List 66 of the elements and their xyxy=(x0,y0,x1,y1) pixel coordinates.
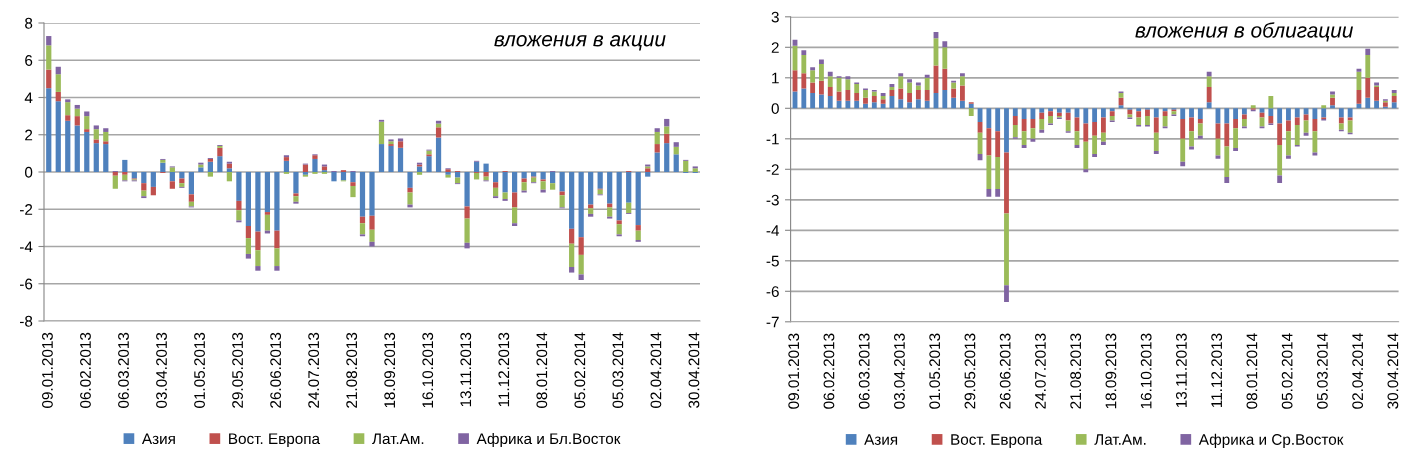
x-tick-label: 29.05.2013 xyxy=(232,332,243,408)
x-tick-label: 11.12.2013 xyxy=(1211,333,1223,408)
x-tick-label: 24.07.2013 xyxy=(308,332,320,408)
y-tick-label: 2 xyxy=(771,42,779,53)
x-tick-label: 16.10.2013 xyxy=(422,332,434,408)
y-tick-label: -7 xyxy=(766,316,779,328)
x-tick-label: 06.02.2013 xyxy=(823,333,835,409)
x-tick-label: 30.04.2014 xyxy=(1387,333,1399,409)
x-tick-label: 29.05.2013 xyxy=(964,333,976,409)
x-tick-label: 05.03.2014 xyxy=(612,332,624,408)
x-tick-label: 06.03.2013 xyxy=(858,333,870,409)
x-tick-label: 13.11.2013 xyxy=(460,332,472,407)
x-tick-label: 21.08.2013 xyxy=(346,332,358,408)
y-tick-label: -1 xyxy=(766,133,779,145)
y-tick-label: -6 xyxy=(19,278,33,290)
x-tick-label: 01.05.2013 xyxy=(194,332,205,408)
chart-title: вложения в облигации xyxy=(1135,22,1353,42)
x-tick-label: 05.02.2014 xyxy=(574,332,586,408)
x-tick-label: 18.09.2013 xyxy=(1105,333,1117,409)
x-tick-label: 26.06.2013 xyxy=(999,333,1011,409)
y-tick-label: -4 xyxy=(19,241,33,253)
legend-label: Лат.Ам. xyxy=(1094,434,1146,445)
legend-label: Вост. Европа xyxy=(951,434,1043,448)
y-tick-label: -3 xyxy=(766,194,779,206)
y-tick-label: 6 xyxy=(25,55,33,66)
x-tick-label: 06.02.2013 xyxy=(80,332,91,408)
x-tick-label: 21.08.2013 xyxy=(1070,333,1082,409)
y-tick-label: -4 xyxy=(766,225,780,236)
y-tick-label: -5 xyxy=(766,255,779,267)
chart-title: вложения в акции xyxy=(494,35,666,51)
x-tick-label: 16.10.2013 xyxy=(1140,333,1152,409)
x-tick-label: 08.01.2014 xyxy=(1246,333,1258,409)
legend-label: Африка и Бл.Восток xyxy=(476,432,621,448)
y-tick-label: 2 xyxy=(25,129,33,141)
y-tick-label: -8 xyxy=(19,315,33,327)
x-tick-label: 06.03.2013 xyxy=(118,332,129,408)
y-tick-label: -2 xyxy=(766,164,779,175)
x-tick-label: 03.04.2013 xyxy=(894,333,905,409)
x-tick-label: 24.07.2013 xyxy=(1035,333,1046,409)
x-tick-label: 02.04.2014 xyxy=(1352,333,1364,409)
legend-label: Вост. Европа xyxy=(229,433,321,448)
x-tick-label: 18.09.2013 xyxy=(384,332,396,408)
x-tick-label: 26.06.2013 xyxy=(270,332,282,408)
y-tick-label: 3 xyxy=(771,11,779,23)
x-tick-label: 01.05.2013 xyxy=(929,333,941,409)
y-tick-label: 1 xyxy=(772,72,779,84)
x-tick-label: 13.11.2013 xyxy=(1176,333,1187,408)
x-tick-label: 09.01.2013 xyxy=(788,333,800,409)
legend-label: Азия xyxy=(141,433,175,445)
x-tick-label: 02.04.2014 xyxy=(650,332,662,408)
x-tick-label: 09.01.2013 xyxy=(42,332,53,408)
x-tick-label: 11.12.2013 xyxy=(498,332,510,407)
y-tick-label: 8 xyxy=(25,17,33,29)
legend-label: Лат.Ам. xyxy=(372,433,424,445)
legend-label: Азия xyxy=(864,434,898,445)
x-tick-label: 03.04.2013 xyxy=(156,332,167,408)
y-tick-label: -6 xyxy=(766,286,779,297)
y-tick-label: 0 xyxy=(771,103,779,114)
x-tick-label: 05.03.2014 xyxy=(1316,333,1328,409)
x-tick-label: 30.04.2014 xyxy=(688,332,700,408)
y-tick-label: -2 xyxy=(19,204,33,215)
y-tick-label: 0 xyxy=(24,166,33,178)
x-tick-label: 08.01.2014 xyxy=(536,332,548,408)
y-tick-label: 4 xyxy=(24,92,33,104)
x-tick-label: 05.02.2014 xyxy=(1281,333,1293,409)
legend-label: Африка и Ср.Восток xyxy=(1198,433,1344,448)
